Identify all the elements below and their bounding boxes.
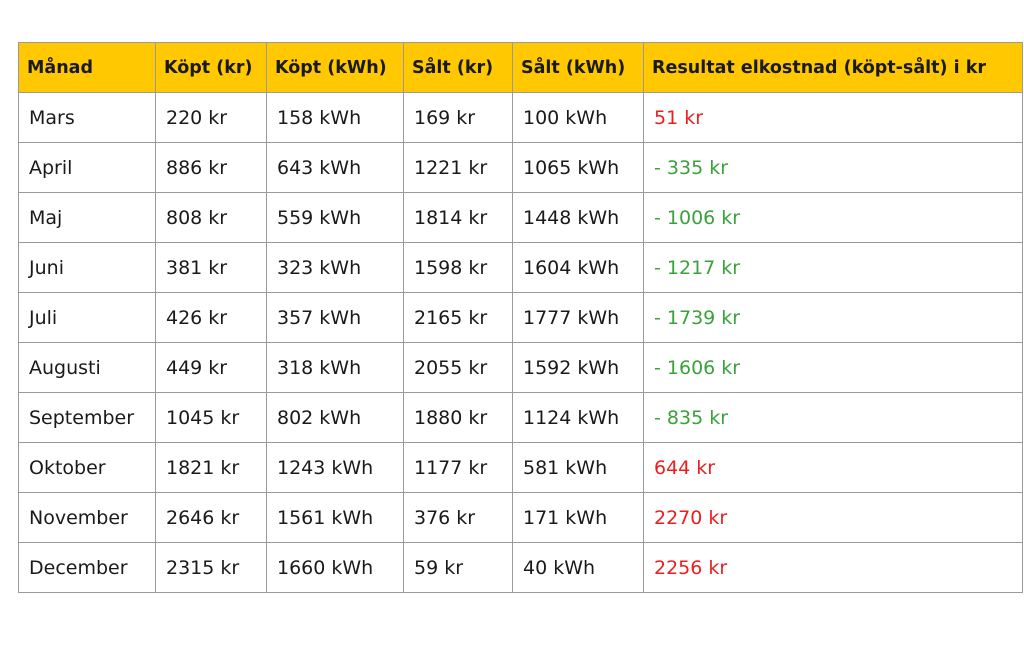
- result-cell: - 335 kr: [643, 142, 1023, 193]
- header-cell: Köpt (kWh): [266, 42, 404, 93]
- value-cell: 1065 kWh: [512, 142, 644, 193]
- table-row: November 2646 kr 1561 kWh 376 kr 171 kWh 2270…: [18, 492, 1023, 543]
- value-cell: 2315 kr: [155, 542, 267, 593]
- result-cell: - 1217 kr: [643, 242, 1023, 293]
- table-row: Oktober 1821 kr 1243 kWh 1177 kr 581 kWh 644 …: [18, 442, 1023, 493]
- value-cell: 808 kr: [155, 192, 267, 243]
- table-row: September 1045 kr 802 kWh 1880 kr 1124 kWh - …: [18, 392, 1023, 443]
- table-row: Juni 381 kr 323 kWh 1598 kr 1604 kWh - 1217 k…: [18, 242, 1023, 293]
- result-cell: 51 kr: [643, 92, 1023, 143]
- month-cell: November: [18, 492, 156, 543]
- value-cell: 169 kr: [403, 92, 513, 143]
- result-cell: 644 kr: [643, 442, 1023, 493]
- value-cell: 1777 kWh: [512, 292, 644, 343]
- value-cell: 323 kWh: [266, 242, 404, 293]
- month-cell: Mars: [18, 92, 156, 143]
- value-cell: 1177 kr: [403, 442, 513, 493]
- value-cell: 158 kWh: [266, 92, 404, 143]
- value-cell: 1124 kWh: [512, 392, 644, 443]
- table-row: Juli 426 kr 357 kWh 2165 kr 1777 kWh - 1739 k…: [18, 292, 1023, 343]
- result-cell: 2270 kr: [643, 492, 1023, 543]
- result-cell: - 1606 kr: [643, 342, 1023, 393]
- value-cell: 220 kr: [155, 92, 267, 143]
- month-cell: April: [18, 142, 156, 193]
- table-body: Mars 220 kr 158 kWh 169 kr 100 kWh 51 kr April…: [18, 92, 1023, 593]
- month-cell: December: [18, 542, 156, 593]
- results-table: Månad Köpt (kr) Köpt (kWh) Sålt (kr) Sålt (k…: [18, 42, 1023, 593]
- value-cell: 449 kr: [155, 342, 267, 393]
- result-cell: - 835 kr: [643, 392, 1023, 443]
- value-cell: 2646 kr: [155, 492, 267, 543]
- value-cell: 1561 kWh: [266, 492, 404, 543]
- value-cell: 1045 kr: [155, 392, 267, 443]
- value-cell: 1880 kr: [403, 392, 513, 443]
- result-cell: - 1739 kr: [643, 292, 1023, 343]
- result-cell: - 1006 kr: [643, 192, 1023, 243]
- value-cell: 1604 kWh: [512, 242, 644, 293]
- header-cell: Resultat elkostnad (köpt-sålt) i kr: [643, 42, 1023, 93]
- value-cell: 2165 kr: [403, 292, 513, 343]
- value-cell: 1660 kWh: [266, 542, 404, 593]
- value-cell: 381 kr: [155, 242, 267, 293]
- value-cell: 1814 kr: [403, 192, 513, 243]
- value-cell: 376 kr: [403, 492, 513, 543]
- value-cell: 426 kr: [155, 292, 267, 343]
- header-cell: Sålt (kWh): [512, 42, 644, 93]
- value-cell: 802 kWh: [266, 392, 404, 443]
- value-cell: 1448 kWh: [512, 192, 644, 243]
- month-cell: Oktober: [18, 442, 156, 493]
- table-row: December 2315 kr 1660 kWh 59 kr 40 kWh 2256 k…: [18, 542, 1023, 593]
- table-row: Mars 220 kr 158 kWh 169 kr 100 kWh 51 kr: [18, 92, 1023, 143]
- value-cell: 886 kr: [155, 142, 267, 193]
- value-cell: 171 kWh: [512, 492, 644, 543]
- value-cell: 643 kWh: [266, 142, 404, 193]
- value-cell: 357 kWh: [266, 292, 404, 343]
- value-cell: 1592 kWh: [512, 342, 644, 393]
- month-cell: Maj: [18, 192, 156, 243]
- month-cell: September: [18, 392, 156, 443]
- table-row: Maj 808 kr 559 kWh 1814 kr 1448 kWh - 1006 kr: [18, 192, 1023, 243]
- value-cell: 318 kWh: [266, 342, 404, 393]
- value-cell: 1598 kr: [403, 242, 513, 293]
- header-cell: Månad: [18, 42, 156, 93]
- month-cell: Augusti: [18, 342, 156, 393]
- value-cell: 1221 kr: [403, 142, 513, 193]
- value-cell: 559 kWh: [266, 192, 404, 243]
- value-cell: 1243 kWh: [266, 442, 404, 493]
- table-row: Augusti 449 kr 318 kWh 2055 kr 1592 kWh - 160…: [18, 342, 1023, 393]
- value-cell: 581 kWh: [512, 442, 644, 493]
- table-row: April 886 kr 643 kWh 1221 kr 1065 kWh - 335 k…: [18, 142, 1023, 193]
- value-cell: 40 kWh: [512, 542, 644, 593]
- header-row: Månad Köpt (kr) Köpt (kWh) Sålt (kr) Sålt (k…: [18, 42, 1023, 93]
- value-cell: 59 kr: [403, 542, 513, 593]
- header-cell: Köpt (kr): [155, 42, 267, 93]
- value-cell: 1821 kr: [155, 442, 267, 493]
- month-cell: Juni: [18, 242, 156, 293]
- result-cell: 2256 kr: [643, 542, 1023, 593]
- header-cell: Sålt (kr): [403, 42, 513, 93]
- value-cell: 100 kWh: [512, 92, 644, 143]
- value-cell: 2055 kr: [403, 342, 513, 393]
- month-cell: Juli: [18, 292, 156, 343]
